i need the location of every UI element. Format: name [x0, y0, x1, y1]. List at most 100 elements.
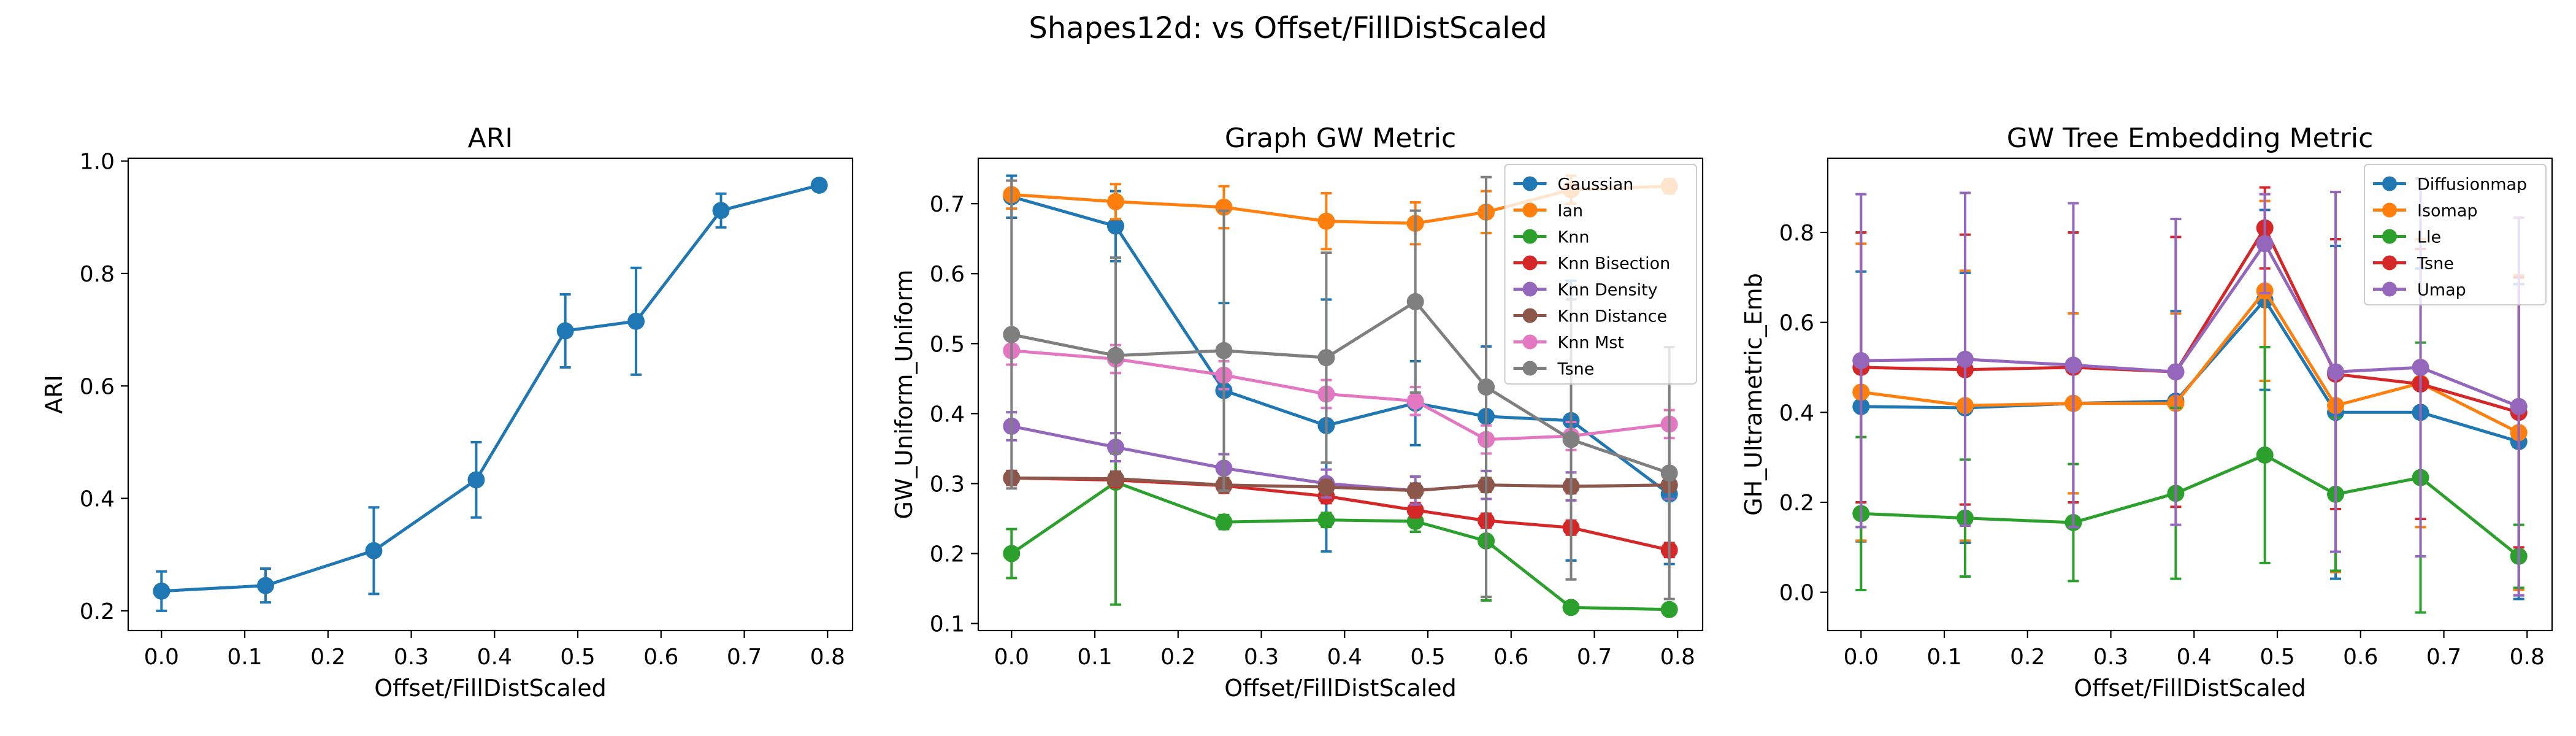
legend-marker: [1522, 176, 1538, 191]
legend-marker: [2382, 202, 2397, 218]
legend-marker: [1522, 334, 1538, 350]
x-tick-label: 0.7: [1577, 645, 1612, 670]
legend-marker: [1522, 361, 1538, 376]
data-point: [2256, 235, 2274, 253]
data-point: [1317, 478, 1335, 496]
legend-item: Tsne: [2373, 255, 2454, 274]
legend-frame: [1504, 164, 1697, 385]
legend-marker: [2382, 255, 2397, 270]
y-tick-label: 0.6: [930, 262, 965, 287]
x-tick-label: 0.2: [1160, 645, 1195, 670]
legend-label: Gaussian: [1558, 175, 1634, 194]
series-line: [1861, 242, 2520, 408]
x-tick-label: 0.0: [1844, 645, 1879, 670]
data-point: [1562, 599, 1580, 616]
y-tick-label: 0.2: [930, 542, 965, 567]
x-tick-label: 0.6: [1493, 645, 1528, 670]
legend-marker: [2382, 229, 2397, 244]
x-tick-label: 0.2: [310, 645, 345, 670]
legend-item: Knn: [1513, 228, 1590, 247]
x-tick-label: 0.7: [727, 645, 762, 670]
y-tick-label: 0.2: [80, 599, 115, 624]
x-tick-label: 0.1: [227, 645, 262, 670]
y-tick-label: 0.2: [1779, 491, 1814, 516]
data-point: [365, 542, 383, 559]
data-point: [1003, 545, 1021, 562]
x-tick-label: 0.3: [394, 645, 429, 670]
legend: Gaussian Ian Knn Knn Bisection Knn Density Kn…: [1504, 164, 1697, 385]
legend-label: Umap: [2417, 281, 2466, 300]
data-point: [1478, 378, 1495, 396]
data-point: [810, 177, 828, 194]
y-tick-label: 0.4: [930, 402, 965, 427]
series-line: [1010, 480, 1669, 611]
data-point: [1406, 392, 1424, 410]
y-tick-label: 0.1: [930, 612, 965, 637]
legend-item: Knn Distance: [1513, 307, 1667, 326]
data-point: [1317, 212, 1335, 230]
data-point: [556, 322, 574, 340]
data-point: [1215, 342, 1233, 359]
data-point: [1562, 431, 1580, 448]
data-point: [2412, 359, 2429, 376]
legend-marker: [2382, 176, 2397, 191]
x-tick-label: 0.8: [810, 645, 845, 670]
legend-label: Knn Bisection: [1558, 255, 1671, 274]
legend-item: Gaussian: [1513, 175, 1634, 194]
legend-item: Umap: [2373, 281, 2466, 300]
x-tick-label: 0.0: [994, 645, 1029, 670]
x-tick-label: 0.2: [2010, 645, 2045, 670]
series-line: [1011, 349, 1670, 442]
y-tick-label: 0.4: [80, 487, 115, 512]
subplot-title: ARI: [468, 123, 513, 154]
series-line: [1011, 476, 1669, 493]
legend-label: Ian: [1558, 202, 1584, 221]
data-point: [2327, 363, 2345, 381]
x-tick-label: 0.4: [1327, 645, 1362, 670]
figure-title: Shapes12d: vs Offset/FillDistScaled: [1029, 11, 1547, 45]
subplot-2: Graph GW Metric 0.0 0.1 0.2 0.3 0.4 0.5 0.6 0.7 0…: [891, 123, 1704, 702]
data-point: [2256, 447, 2274, 464]
series-line: [1011, 300, 1670, 475]
data-point: [2064, 356, 2082, 374]
legend-item: Diffusionmap: [2373, 175, 2527, 194]
data-point: [2510, 397, 2528, 415]
y-tick-label: 0.0: [1779, 581, 1814, 606]
series-line: [1861, 226, 2520, 414]
x-tick-label: 0.4: [477, 645, 512, 670]
legend-label: Knn Density: [1558, 281, 1658, 300]
data-point: [1317, 511, 1335, 529]
x-tick-label: 0.5: [2260, 645, 2294, 670]
legend-label: Tsne: [1557, 360, 1595, 379]
legend-item: Tsne: [1513, 360, 1595, 379]
x-axis-label: Offset/FillDistScaled: [1224, 675, 1457, 702]
data-point: [1660, 600, 1678, 618]
legend-marker: [1522, 255, 1538, 270]
legend-label: Diffusionmap: [2417, 175, 2527, 194]
legend-item: Lle: [2373, 228, 2441, 247]
legend-item: Knn Mst: [1513, 334, 1624, 353]
data-point: [1003, 326, 1021, 343]
x-tick-label: 0.5: [1410, 645, 1445, 670]
legend-item: Ian: [1513, 202, 1584, 221]
data-point: [1956, 350, 1974, 368]
subplot-title: Graph GW Metric: [1225, 123, 1456, 154]
data-point: [1106, 470, 1124, 488]
subplot-1: ARI 0.0 0.1 0.2 0.3 0.4 0.5 0.6 0.7 0.8 0.2 0.4 0.6 0…: [40, 123, 854, 702]
y-tick-label: 0.4: [1779, 401, 1814, 426]
legend-label: Knn: [1558, 228, 1590, 247]
legend-marker: [1522, 202, 1538, 218]
subplots: ARI 0.0 0.1 0.2 0.3 0.4 0.5 0.6 0.7 0.8 0.2 0.4 0.6 0…: [40, 123, 2553, 702]
x-tick-label: 0.8: [2510, 645, 2545, 670]
subplot-title: GW Tree Embedding Metric: [2007, 123, 2374, 154]
data-point: [712, 202, 730, 220]
legend-marker: [1522, 282, 1538, 297]
data-point: [1660, 464, 1678, 482]
data-point: [1106, 347, 1124, 364]
y-tick-label: 0.7: [930, 192, 965, 217]
series-line: [161, 183, 820, 593]
series-line: [1861, 453, 2520, 558]
plot-area: [153, 177, 828, 612]
data-point: [1852, 352, 1870, 369]
